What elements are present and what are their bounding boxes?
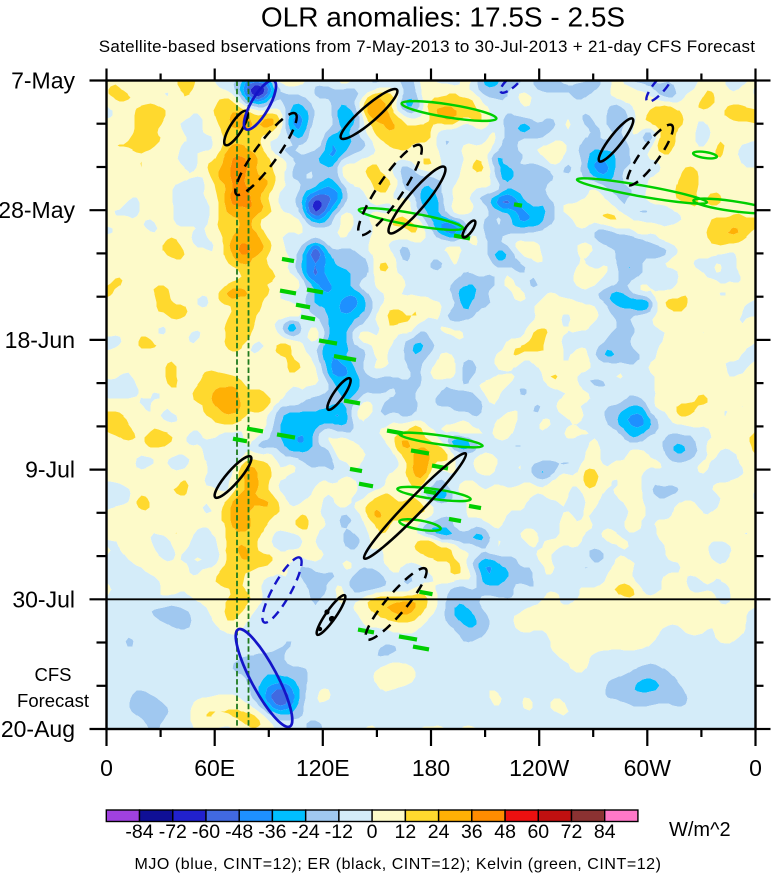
svg-text:0: 0 xyxy=(100,755,113,781)
svg-text:60: 60 xyxy=(527,821,549,843)
svg-text:MJO (blue, CINT=12); ER (black: MJO (blue, CINT=12); ER (black, CINT=12)… xyxy=(134,856,661,873)
svg-text:-24: -24 xyxy=(292,821,320,843)
svg-text:48: 48 xyxy=(494,821,516,843)
svg-text:Forecast: Forecast xyxy=(17,690,89,711)
svg-text:12: 12 xyxy=(395,821,417,843)
svg-text:W/m^2: W/m^2 xyxy=(669,819,731,841)
svg-text:24: 24 xyxy=(428,821,450,843)
svg-text:0: 0 xyxy=(749,755,762,781)
svg-text:-36: -36 xyxy=(258,821,286,843)
svg-text:30-Jul: 30-Jul xyxy=(12,586,75,612)
svg-text:180: 180 xyxy=(412,755,450,781)
svg-text:9-Jul: 9-Jul xyxy=(25,457,75,483)
svg-text:60W: 60W xyxy=(624,755,672,781)
svg-text:CFS: CFS xyxy=(35,664,72,685)
svg-text:-84: -84 xyxy=(125,821,153,843)
svg-text:20-Aug: 20-Aug xyxy=(1,716,75,742)
svg-text:-12: -12 xyxy=(325,821,353,843)
svg-text:120E: 120E xyxy=(296,755,350,781)
svg-text:120W: 120W xyxy=(509,755,569,781)
svg-text:-72: -72 xyxy=(159,821,187,843)
svg-text:7-May: 7-May xyxy=(11,68,75,94)
svg-text:-48: -48 xyxy=(225,821,253,843)
svg-text:72: 72 xyxy=(561,821,583,843)
svg-text:18-Jun: 18-Jun xyxy=(5,327,75,353)
svg-text:Satellite-based bservations fr: Satellite-based bservations from 7-May-2… xyxy=(99,37,756,56)
svg-text:-60: -60 xyxy=(192,821,220,843)
svg-text:28-May: 28-May xyxy=(0,197,75,223)
svg-text:OLR anomalies: 17.5S - 2.5S: OLR anomalies: 17.5S - 2.5S xyxy=(261,2,625,33)
svg-text:36: 36 xyxy=(461,821,483,843)
svg-text:60E: 60E xyxy=(194,755,235,781)
svg-text:84: 84 xyxy=(594,821,616,843)
svg-text:0: 0 xyxy=(367,821,378,843)
